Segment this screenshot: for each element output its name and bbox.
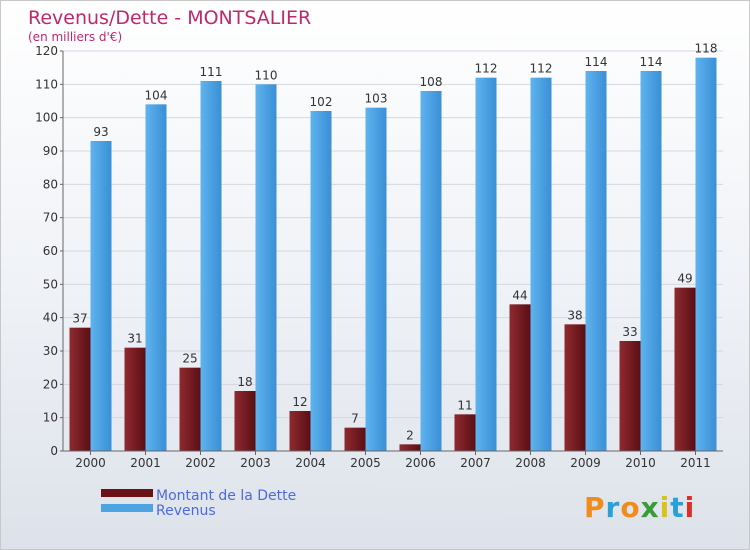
data-label-debt-2009: 38 [567,308,582,322]
bar-debt-2007 [454,414,476,451]
grid-lines [63,50,723,419]
logo-letter: r [606,491,621,524]
bar-revenus-2005 [365,107,387,452]
data-label-revenus-2004: 102 [310,95,333,109]
x-tick-label: 2003 [240,456,271,470]
data-label-revenus-2009: 114 [585,55,608,69]
bar-debt-2009 [564,324,586,451]
bar-debt-2002 [179,367,201,451]
y-tick-label: 30 [43,344,58,358]
bar-debt-2004 [289,411,311,451]
data-label-revenus-2008: 112 [530,62,553,76]
data-label-debt-2010: 33 [622,325,637,339]
bar-debt-2008 [509,304,531,451]
data-label-revenus-2002: 111 [200,65,223,79]
proxiti-logo: Proxiti [584,491,695,524]
data-label-revenus-2001: 104 [145,88,168,102]
y-tick-label: 90 [43,144,58,158]
bar-revenus-2006 [420,91,442,451]
logo-letter: o [620,491,640,524]
bar-revenus-2001 [145,104,167,451]
legend-swatch-debt [101,489,153,497]
legend: Montant de la Dette Revenus [101,488,296,519]
data-label-debt-2002: 25 [182,352,197,366]
bar-revenus-2000 [90,141,112,451]
bar-revenus-2002 [200,81,222,451]
bar-debt-2003 [234,391,256,451]
bar-revenus-2011 [695,57,717,452]
x-axis-ticks: 2000 2001 2002 2003 2004 2005 2006 2007 2008 2009… [75,451,711,470]
x-tick-label: 2001 [130,456,161,470]
logo-letter: t [670,491,684,524]
data-label-debt-2006: 2 [406,428,414,442]
bar-debt-2006 [399,444,421,451]
bar-revenus-2008 [530,77,552,452]
bar-revenus-2003 [255,84,277,451]
x-tick-label: 2008 [515,456,546,470]
data-label-revenus-2011: 118 [695,42,718,56]
data-label-debt-2008: 44 [512,288,527,302]
bar-revenus-2009 [585,71,607,451]
chart-subtitle: (en milliers d'€) [28,30,122,44]
legend-label-revenus: Revenus [156,503,216,519]
data-labels: 37 93 31 104 25 111 18 110 12 102 7 103 2 108 11 112 44 1… [72,42,717,443]
y-tick-label: 10 [43,411,58,425]
logo-letter: i [660,491,671,524]
chart-title: Revenus/Dette - MONTSALIER [28,7,311,29]
data-label-debt-2001: 31 [127,332,142,346]
bar-revenus-2010 [640,71,662,451]
x-tick-label: 2002 [185,456,216,470]
bar-debt-2011 [674,287,696,451]
x-tick-label: 2010 [625,456,656,470]
y-tick-label: 110 [35,77,58,91]
bar-debt-2001 [124,347,146,451]
logo-letter: P [584,491,606,524]
logo-letter: i [685,491,696,524]
legend-label-debt: Montant de la Dette [156,488,296,504]
data-label-debt-2003: 18 [237,375,252,389]
y-tick-label: 70 [43,211,58,225]
y-tick-label: 120 [35,44,58,58]
y-tick-label: 40 [43,311,58,325]
data-label-debt-2007: 11 [457,398,472,412]
y-tick-label: 0 [50,444,58,458]
data-label-revenus-2006: 108 [420,75,443,89]
legend-swatch-revenus [101,504,153,512]
bar-debt-2005 [344,427,366,451]
bar-revenus-2007 [475,77,497,452]
bar-debt-2010 [619,341,641,451]
data-label-revenus-2000: 93 [93,125,108,139]
data-label-revenus-2010: 114 [640,55,663,69]
x-tick-label: 2009 [570,456,601,470]
data-label-debt-2004: 12 [292,395,307,409]
data-label-revenus-2003: 110 [255,68,278,82]
y-tick-label: 60 [43,244,58,258]
data-label-debt-2000: 37 [72,312,87,326]
x-tick-label: 2007 [460,456,491,470]
x-tick-label: 2011 [680,456,711,470]
x-tick-label: 2005 [350,456,381,470]
logo-letter: x [641,491,660,524]
x-tick-label: 2004 [295,456,326,470]
y-tick-label: 80 [43,177,58,191]
y-tick-label: 20 [43,377,58,391]
y-tick-label: 100 [35,111,58,125]
data-label-debt-2005: 7 [351,412,359,426]
x-tick-label: 2000 [75,456,106,470]
bar-debt-2000 [69,327,91,451]
data-label-revenus-2005: 103 [365,92,388,106]
y-axis-ticks: 0 10 20 30 40 50 60 70 80 90 100 110 120 [35,44,63,458]
bars [69,57,717,452]
data-label-debt-2011: 49 [677,272,692,286]
y-tick-label: 50 [43,277,58,291]
data-label-revenus-2007: 112 [475,62,498,76]
x-tick-label: 2006 [405,456,436,470]
bar-revenus-2004 [310,111,332,451]
